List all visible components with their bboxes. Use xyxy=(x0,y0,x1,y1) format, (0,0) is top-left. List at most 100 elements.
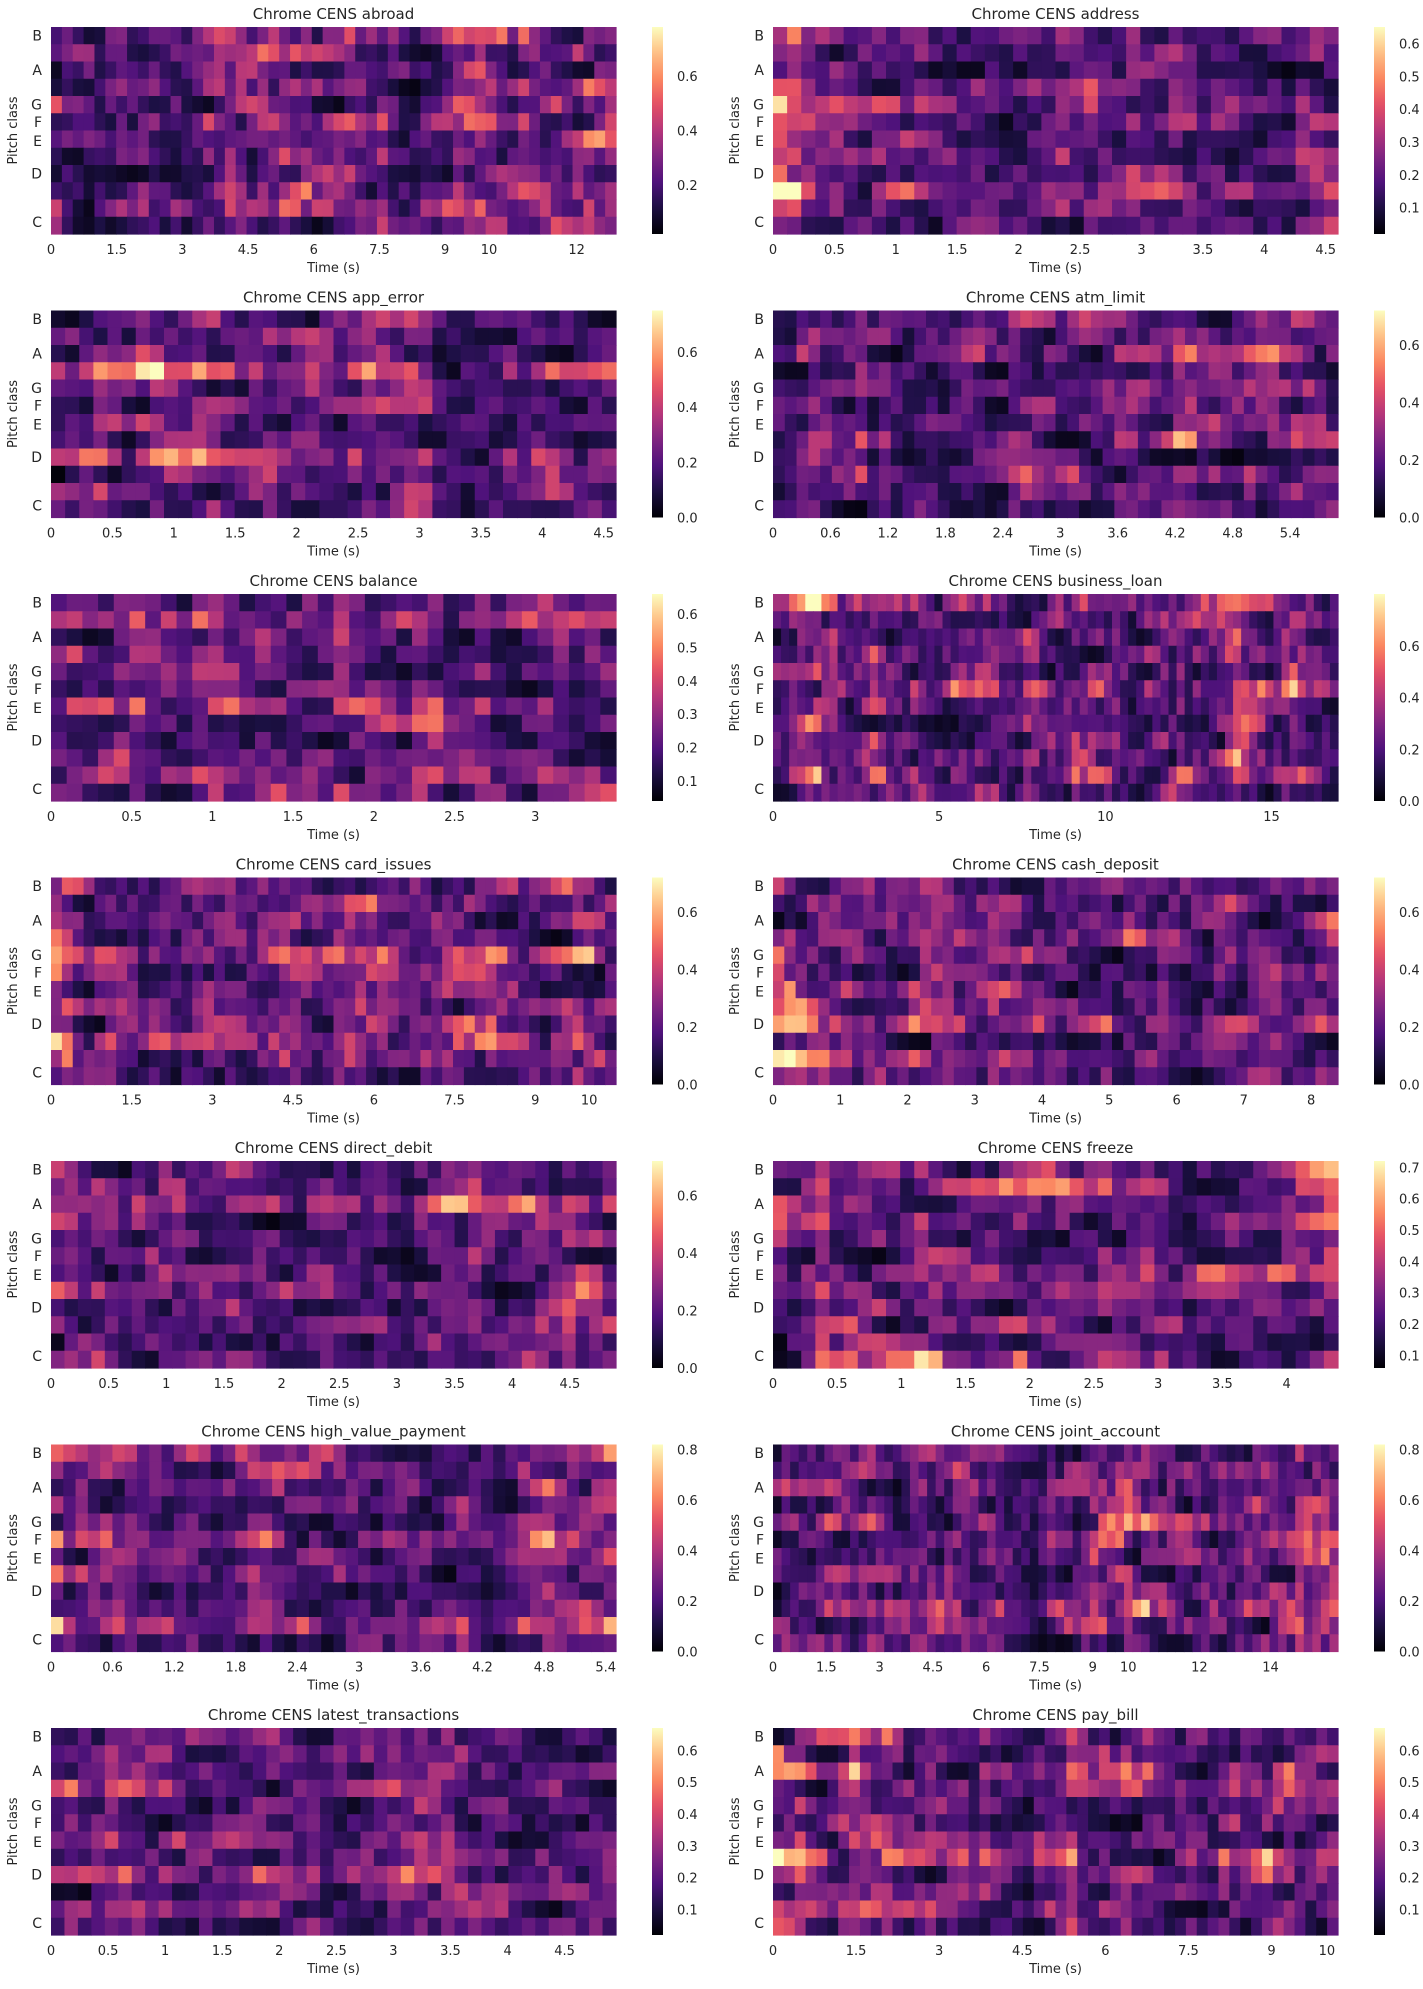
heatmap-cell xyxy=(181,61,193,80)
heatmap-cell xyxy=(1241,663,1250,681)
heatmap-cell xyxy=(1173,500,1186,519)
heatmap-cell xyxy=(474,963,487,982)
heatmap-cell xyxy=(1173,310,1186,329)
heatmap-cell xyxy=(1281,929,1294,948)
heatmap-cell xyxy=(784,963,797,982)
heatmap-cell xyxy=(1297,766,1307,785)
heatmap-cell xyxy=(1160,732,1170,750)
heatmap-cell xyxy=(874,912,887,930)
heatmap-cell xyxy=(837,697,847,716)
heatmap-cell xyxy=(1055,998,1068,1017)
heatmap-cell xyxy=(1304,1067,1316,1086)
heatmap-cell xyxy=(506,783,523,802)
heatmap-cell xyxy=(531,345,546,363)
heatmap-cell xyxy=(965,1032,977,1051)
heatmap-cell xyxy=(1326,431,1339,450)
heatmap-cell xyxy=(602,1178,617,1197)
heatmap-cell xyxy=(784,483,798,501)
heatmap-cell xyxy=(51,1050,63,1068)
heatmap-cell xyxy=(72,1015,85,1034)
heatmap-cell xyxy=(821,697,831,716)
heatmap-cell xyxy=(1027,113,1042,132)
heatmap-cell xyxy=(529,113,541,132)
heatmap-cell xyxy=(98,714,115,733)
heatmap-cell xyxy=(572,182,585,201)
heatmap-cell xyxy=(248,396,264,415)
heatmap-cell xyxy=(248,465,264,484)
heatmap-cell xyxy=(286,594,303,612)
colorbar-tick-label: 0.4 xyxy=(1399,964,1420,979)
heatmap-cell xyxy=(203,96,215,114)
heatmap-cell xyxy=(1314,396,1327,415)
heatmap-cell xyxy=(1281,963,1294,982)
heatmap-cell xyxy=(784,946,797,965)
heatmap-cell xyxy=(829,27,845,45)
heatmap-cell xyxy=(589,1195,604,1214)
y-tick-label: D xyxy=(31,167,42,183)
heatmap-cell xyxy=(1100,1050,1113,1068)
x-tick-label: 0 xyxy=(769,810,777,825)
colorbar-tick-label: 0.6 xyxy=(1399,339,1420,354)
heatmap-cell xyxy=(1184,414,1198,432)
heatmap-cell xyxy=(1144,697,1153,716)
heatmap-cell xyxy=(1021,981,1034,999)
heatmap-cell xyxy=(51,714,68,733)
y-tick-label: E xyxy=(33,701,42,717)
heatmap-cell xyxy=(773,912,785,930)
heatmap-cell xyxy=(999,680,1008,699)
heatmap-cell xyxy=(116,113,128,132)
heatmap-cell xyxy=(1041,199,1057,218)
heatmap-cell xyxy=(572,1067,585,1086)
heatmap-cell xyxy=(942,147,958,166)
heatmap-cell xyxy=(796,431,809,450)
heatmap-cell xyxy=(984,199,1000,218)
heatmap-cell xyxy=(1321,697,1331,716)
heatmap-cell xyxy=(548,1178,563,1197)
heatmap-cell xyxy=(380,680,397,699)
heatmap-cell xyxy=(1213,981,1226,999)
y-tick-label: D xyxy=(753,734,764,750)
heatmap-cell xyxy=(347,396,363,415)
heatmap-cell xyxy=(1010,1015,1023,1034)
heatmap-cell xyxy=(937,327,951,346)
heatmap-cell xyxy=(1097,78,1113,97)
heatmap-cell xyxy=(987,912,1000,930)
heatmap-cell xyxy=(517,310,532,329)
heatmap-cell xyxy=(601,310,617,329)
heatmap-cell xyxy=(224,113,237,132)
heatmap-cell xyxy=(270,749,288,768)
heatmap-cell xyxy=(852,894,864,913)
heatmap-cell xyxy=(235,216,248,235)
heatmap-cell xyxy=(1213,963,1226,982)
heatmap-cell xyxy=(996,362,1010,381)
heatmap-cell xyxy=(1047,663,1057,681)
heatmap-cell xyxy=(781,783,790,802)
heatmap-cell xyxy=(300,113,313,132)
heatmap-cell xyxy=(344,78,356,97)
heatmap-cell xyxy=(235,998,248,1017)
heatmap-cell xyxy=(521,697,539,716)
heatmap-cell xyxy=(148,929,161,948)
heatmap-cell xyxy=(64,1161,79,1179)
heatmap-cell xyxy=(443,697,460,716)
heatmap-cell xyxy=(518,78,530,97)
heatmap-cell xyxy=(82,611,99,630)
heatmap-cell xyxy=(131,1161,146,1179)
heatmap-cell xyxy=(145,714,162,733)
heatmap-cell xyxy=(82,628,99,647)
heatmap-cell xyxy=(1010,912,1023,930)
heatmap-cell xyxy=(886,912,898,930)
heatmap-cell xyxy=(996,310,1010,329)
heatmap-cell xyxy=(192,327,207,346)
heatmap-cell xyxy=(815,113,831,132)
heatmap-cell xyxy=(784,310,798,329)
heatmap-cell xyxy=(224,981,237,999)
heatmap-cell xyxy=(333,628,350,647)
heatmap-cell xyxy=(268,1015,280,1034)
heatmap-cell xyxy=(507,981,519,999)
heatmap-cell xyxy=(878,327,892,346)
heatmap-cell xyxy=(784,998,797,1017)
heatmap-cell xyxy=(51,165,63,183)
heatmap-cell xyxy=(443,628,460,647)
heatmap-cell xyxy=(1102,431,1115,450)
